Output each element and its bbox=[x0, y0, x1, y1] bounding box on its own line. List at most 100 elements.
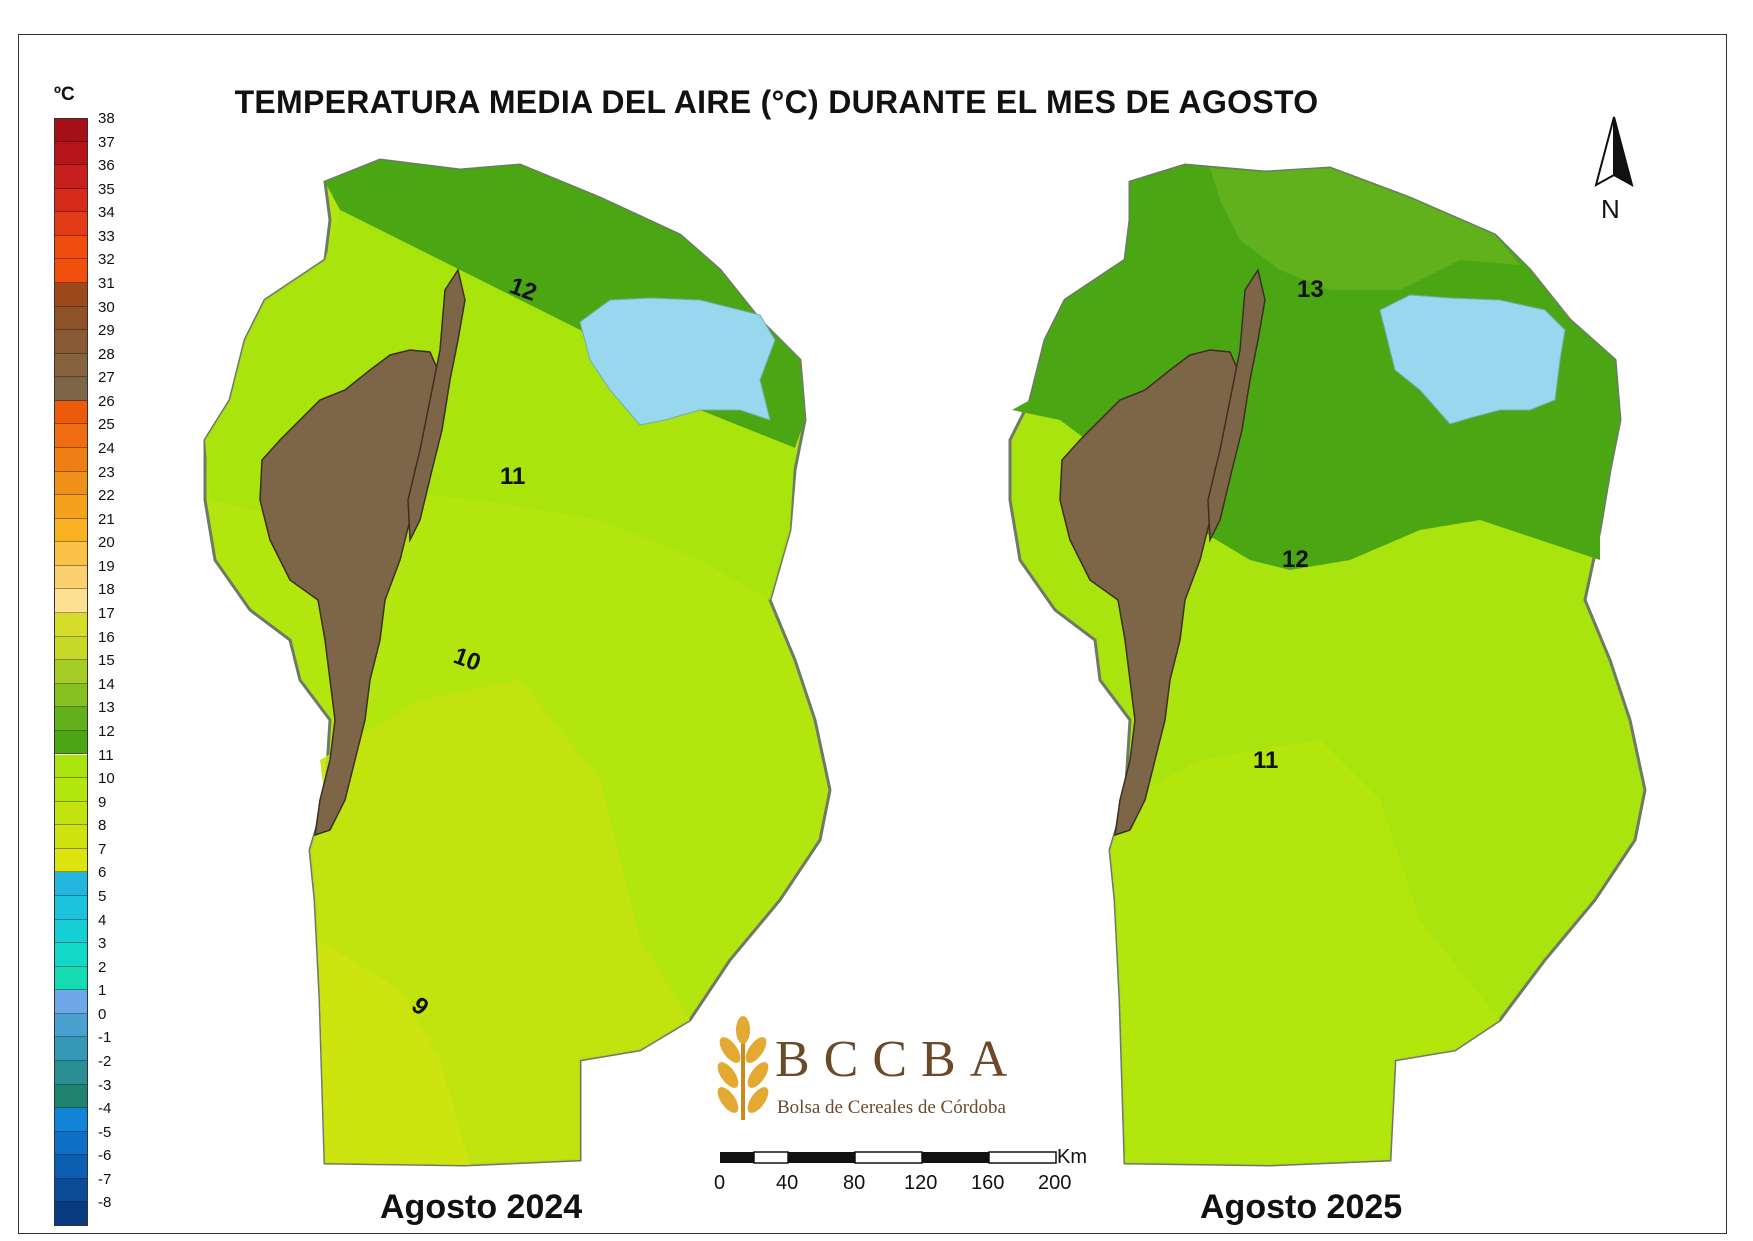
legend-swatch-0 bbox=[54, 1013, 88, 1038]
legend-label-4: 4 bbox=[98, 911, 107, 929]
legend-label-24: 24 bbox=[98, 440, 115, 458]
legend-swatch-5 bbox=[54, 895, 88, 920]
legend-label--5: -5 bbox=[98, 1123, 112, 1141]
scale-tick-40: 40 bbox=[776, 1172, 799, 1194]
legend-label-3: 3 bbox=[98, 935, 107, 953]
isoline-13-2025: 13 bbox=[1297, 276, 1324, 303]
legend-label--2: -2 bbox=[98, 1052, 112, 1070]
legend-swatch-22 bbox=[54, 495, 88, 519]
legend-label-14: 14 bbox=[98, 675, 115, 693]
scale-tick-160: 160 bbox=[971, 1172, 1005, 1194]
legend-label-23: 23 bbox=[98, 463, 115, 481]
legend-label-28: 28 bbox=[98, 345, 115, 363]
legend-swatch-36 bbox=[54, 165, 88, 189]
legend-label-16: 16 bbox=[98, 628, 115, 646]
lake-mar-chiquita-2024 bbox=[579, 297, 776, 426]
legend-swatch-32 bbox=[54, 259, 88, 283]
legend-swatch-13 bbox=[54, 707, 88, 731]
legend-swatch-35 bbox=[54, 188, 88, 213]
mountain-ridge-2025 bbox=[1207, 268, 1266, 543]
legend-swatch-2 bbox=[54, 966, 88, 991]
legend-swatch--3 bbox=[54, 1084, 88, 1109]
lake-mar-chiquita-2025 bbox=[1379, 294, 1566, 425]
legend-label-7: 7 bbox=[98, 840, 107, 858]
legend-swatch-34 bbox=[54, 212, 88, 236]
legend-swatch-28 bbox=[54, 353, 88, 378]
legend-label-20: 20 bbox=[98, 534, 115, 552]
legend-label-37: 37 bbox=[98, 133, 115, 151]
north-label: N bbox=[1601, 194, 1620, 224]
legend-swatch--2 bbox=[54, 1060, 88, 1085]
legend-label--3: -3 bbox=[98, 1076, 112, 1094]
legend-label-31: 31 bbox=[98, 275, 115, 293]
page-title: TEMPERATURA MEDIA DEL AIRE (°C) DURANTE … bbox=[234, 84, 1319, 120]
legend-label-13: 13 bbox=[98, 699, 115, 717]
legend-label-21: 21 bbox=[98, 510, 115, 528]
legend-swatch-16 bbox=[54, 636, 88, 661]
mountain-ridge-2024 bbox=[407, 268, 466, 543]
legend-swatch-7 bbox=[54, 848, 88, 873]
legend-swatch-19 bbox=[54, 565, 88, 590]
scale-tick-80: 80 bbox=[843, 1172, 866, 1194]
legend-swatch--4 bbox=[54, 1108, 88, 1132]
legend-swatch-15 bbox=[54, 660, 88, 684]
legend-label-5: 5 bbox=[98, 887, 107, 905]
legend-label-18: 18 bbox=[98, 581, 115, 599]
legend-swatch-21 bbox=[54, 518, 88, 543]
zone-13-2025 bbox=[1210, 168, 1520, 290]
legend-swatch-38 bbox=[54, 118, 88, 142]
legend-swatch-29 bbox=[54, 330, 88, 354]
isoline-12-2025: 12 bbox=[1282, 546, 1309, 573]
legend-swatch-18 bbox=[54, 589, 88, 614]
zone-10-2025 bbox=[1110, 740, 1500, 1165]
legend-swatch-1 bbox=[54, 990, 88, 1014]
legend-label-30: 30 bbox=[98, 298, 115, 316]
legend-swatch-11 bbox=[54, 754, 88, 779]
wheat-logo-icon bbox=[717, 1016, 769, 1120]
legend-label-10: 10 bbox=[98, 770, 115, 788]
legend-unit: ºC bbox=[54, 84, 75, 105]
legend-swatch-33 bbox=[54, 235, 88, 260]
zone-8-2024 bbox=[318, 940, 470, 1165]
legend-swatch-27 bbox=[54, 377, 88, 401]
legend-label-12: 12 bbox=[98, 722, 115, 740]
legend-label-1: 1 bbox=[98, 982, 107, 1000]
legend-label--6: -6 bbox=[98, 1147, 112, 1165]
legend-label-8: 8 bbox=[98, 817, 107, 835]
legend-label-11: 11 bbox=[98, 746, 114, 764]
legend-label-19: 19 bbox=[98, 557, 115, 575]
north-arrow-icon bbox=[1594, 116, 1634, 188]
legend-swatch-12 bbox=[54, 730, 88, 755]
legend-label-26: 26 bbox=[98, 392, 115, 410]
legend-label--4: -4 bbox=[98, 1100, 112, 1118]
legend-swatch-30 bbox=[54, 306, 88, 331]
legend-swatch-25 bbox=[54, 424, 88, 449]
scale-bar bbox=[720, 1151, 1057, 1164]
legend-swatch-3 bbox=[54, 943, 88, 967]
legend-swatch-37 bbox=[54, 141, 88, 166]
legend-swatch-17 bbox=[54, 613, 88, 637]
legend-label-6: 6 bbox=[98, 864, 107, 882]
scale-tick-0: 0 bbox=[714, 1172, 726, 1194]
legend-swatch-10 bbox=[54, 778, 88, 802]
legend-swatch-9 bbox=[54, 801, 88, 826]
legend-label-29: 29 bbox=[98, 322, 115, 340]
legend-swatch-24 bbox=[54, 448, 88, 472]
legend-label-38: 38 bbox=[98, 110, 115, 127]
map-2025: 13 12 11 bbox=[1008, 163, 1647, 1167]
legend-swatch-23 bbox=[54, 471, 88, 496]
legend-swatch-4 bbox=[54, 919, 88, 944]
legend-label-0: 0 bbox=[98, 1005, 107, 1023]
legend-label-36: 36 bbox=[98, 157, 115, 175]
legend-swatch--7 bbox=[54, 1178, 88, 1203]
legend-label--8: -8 bbox=[98, 1194, 112, 1212]
legend-label-9: 9 bbox=[98, 793, 107, 811]
map-2024: 12 11 10 9 bbox=[203, 158, 832, 1167]
map-label-2024: Agosto 2024 bbox=[380, 1188, 583, 1226]
legend-label--7: -7 bbox=[98, 1170, 112, 1188]
legend-swatch-14 bbox=[54, 683, 88, 708]
legend-label-17: 17 bbox=[98, 605, 115, 623]
legend-label-35: 35 bbox=[98, 180, 115, 198]
legend-swatch--1 bbox=[54, 1037, 88, 1061]
legend-swatch-20 bbox=[54, 542, 88, 566]
